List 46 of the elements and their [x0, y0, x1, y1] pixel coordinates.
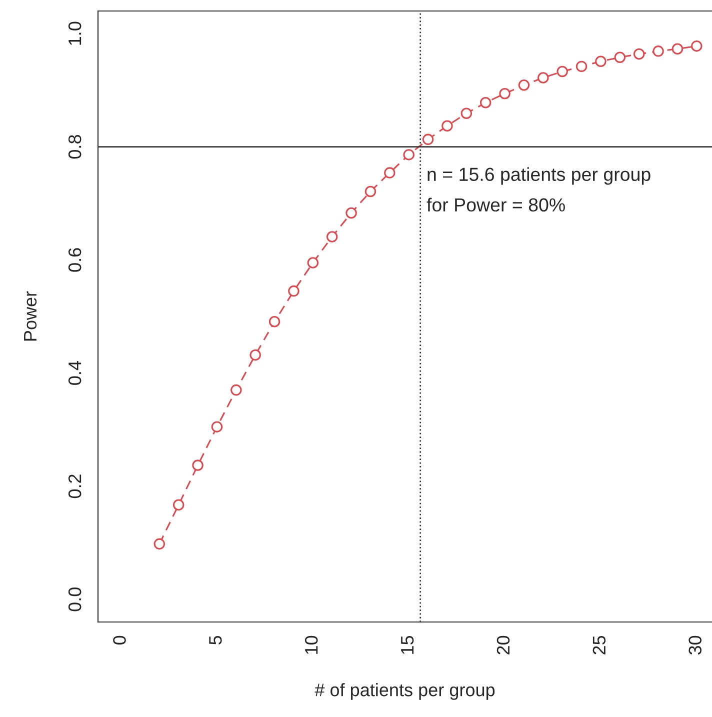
point: [422, 134, 434, 146]
point: [211, 421, 223, 432]
point: [460, 108, 472, 120]
x-axis-title: # of patients per group: [314, 683, 495, 700]
y-tick-label: 0.8: [68, 135, 82, 159]
y-tick-label: 0.4: [68, 361, 82, 385]
point: [518, 79, 530, 91]
y-tick-label: 0.2: [68, 474, 82, 498]
x-tick-label: 15: [401, 636, 414, 654]
point: [154, 538, 166, 550]
point: [614, 52, 626, 64]
annotation: for Power = 80%: [426, 198, 565, 212]
point: [307, 257, 319, 268]
point: [595, 56, 606, 67]
point: [633, 48, 645, 60]
x-tick-label: 10: [304, 636, 318, 654]
x-tick-label: 0: [113, 636, 126, 645]
point: [288, 285, 300, 297]
point: [364, 186, 376, 198]
x-tick-label: 30: [688, 636, 702, 655]
y-axis-title: Power: [24, 291, 37, 341]
point: [326, 231, 338, 242]
point: [172, 499, 184, 511]
point: [672, 43, 684, 55]
point: [499, 88, 510, 100]
point: [480, 97, 492, 108]
x-tick-label: 20: [496, 636, 510, 654]
point: [346, 207, 357, 219]
annotation: n = 15.6 patients per group: [428, 167, 650, 185]
point: [538, 72, 549, 84]
point: [268, 316, 280, 328]
point: [652, 46, 664, 57]
point: [250, 349, 261, 361]
x-tick-label: 25: [592, 636, 606, 654]
x-tick-label: 5: [209, 636, 222, 645]
y-tick-label: 1.0: [68, 22, 82, 45]
point: [230, 384, 242, 396]
point: [691, 40, 702, 52]
y-tick-label: 0.0: [68, 588, 82, 612]
point: [403, 149, 414, 160]
y-tick-label: 0.6: [68, 248, 82, 272]
point: [442, 120, 453, 132]
point: [192, 460, 204, 471]
point: [556, 66, 568, 78]
point: [576, 60, 588, 72]
point: [384, 167, 396, 178]
